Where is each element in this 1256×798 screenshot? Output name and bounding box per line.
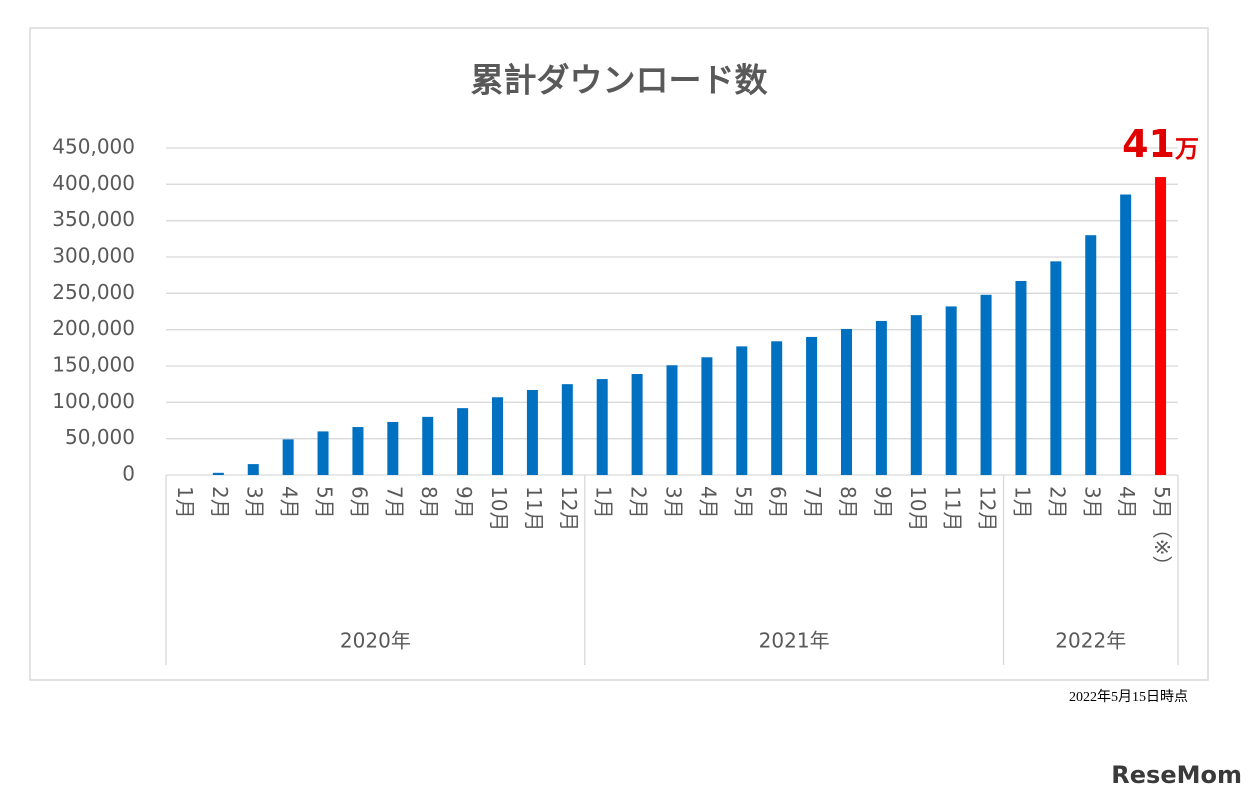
x-tick-label: 4月	[1115, 486, 1139, 519]
x-tick-label: 12月	[976, 486, 1000, 531]
x-tick-label: 3月	[243, 486, 267, 519]
bar	[875, 320, 887, 475]
bar	[980, 294, 992, 475]
y-tick-label: 400,000	[52, 171, 135, 195]
bar	[212, 472, 224, 475]
bar	[492, 397, 504, 475]
group-label: 2020年	[340, 629, 411, 653]
bar	[247, 464, 259, 475]
x-tick-label: 2月	[627, 486, 651, 519]
y-tick-label: 450,000	[52, 135, 135, 159]
x-tick-label: 2月	[1045, 486, 1069, 519]
annotation-number: 41	[1122, 122, 1175, 166]
x-tick-label: 7月	[382, 486, 406, 519]
bar	[840, 328, 852, 475]
x-tick-label: 1月	[1010, 486, 1034, 519]
group-label: 2021年	[759, 629, 830, 653]
annotation: 41万	[1122, 122, 1199, 166]
x-tick-label: 11月	[522, 486, 546, 531]
bar	[1120, 194, 1132, 476]
bar	[352, 427, 364, 475]
y-tick-label: 350,000	[52, 207, 135, 231]
watermark: ReseMom	[1111, 761, 1242, 789]
bar	[317, 431, 329, 475]
x-tick-label: 8月	[836, 486, 860, 519]
bar	[457, 408, 469, 475]
chart-frame	[29, 27, 1209, 681]
bar	[526, 389, 538, 475]
group-label: 2022年	[1055, 629, 1126, 653]
y-tick-label: 200,000	[52, 316, 135, 340]
x-tick-label: 5月	[313, 486, 337, 519]
bar	[945, 306, 957, 475]
x-tick-label: 9月	[871, 486, 895, 519]
bar	[1085, 235, 1097, 475]
bar	[701, 357, 713, 475]
y-tick-label: 50,000	[65, 425, 135, 449]
bar	[771, 341, 783, 475]
bar	[1155, 177, 1167, 476]
x-tick-label: 5月（※）	[1150, 486, 1174, 575]
bar	[631, 373, 643, 475]
bar	[736, 346, 748, 475]
y-tick-label: 150,000	[52, 353, 135, 377]
y-tick-label: 300,000	[52, 244, 135, 268]
x-tick-label: 6月	[347, 486, 371, 519]
x-tick-label: 4月	[696, 486, 720, 519]
bar	[806, 336, 818, 475]
x-tick-label: 2月	[208, 486, 232, 519]
x-tick-label: 6月	[766, 486, 790, 519]
x-tick-label: 1月	[173, 486, 197, 519]
y-tick-label: 0	[122, 462, 135, 486]
x-tick-label: 4月	[278, 486, 302, 519]
x-tick-label: 12月	[557, 486, 581, 531]
x-tick-label: 3月	[1080, 486, 1104, 519]
x-tick-label: 3月	[662, 486, 686, 519]
y-tick-label: 100,000	[52, 389, 135, 413]
bar	[561, 384, 573, 475]
chart-title: 累計ダウンロード数	[471, 61, 769, 100]
bar	[1050, 261, 1062, 475]
note: 2022年5月15日時点	[1069, 689, 1188, 705]
x-tick-label: 8月	[417, 486, 441, 519]
annotation-unit: 万	[1175, 135, 1199, 163]
bar	[596, 379, 608, 475]
bar	[910, 315, 922, 475]
x-tick-label: 9月	[452, 486, 476, 519]
x-tick-label: 5月	[731, 486, 755, 519]
x-tick-label: 7月	[801, 486, 825, 519]
bar	[387, 421, 399, 475]
bar	[666, 365, 678, 475]
x-tick-label: 1月	[592, 486, 616, 519]
x-tick-label: 11月	[941, 486, 965, 531]
bar	[422, 416, 434, 475]
bar	[1015, 280, 1027, 475]
x-tick-label: 10月	[906, 486, 930, 531]
bar	[282, 439, 294, 475]
y-tick-label: 250,000	[52, 280, 135, 304]
x-tick-label: 10月	[487, 486, 511, 531]
